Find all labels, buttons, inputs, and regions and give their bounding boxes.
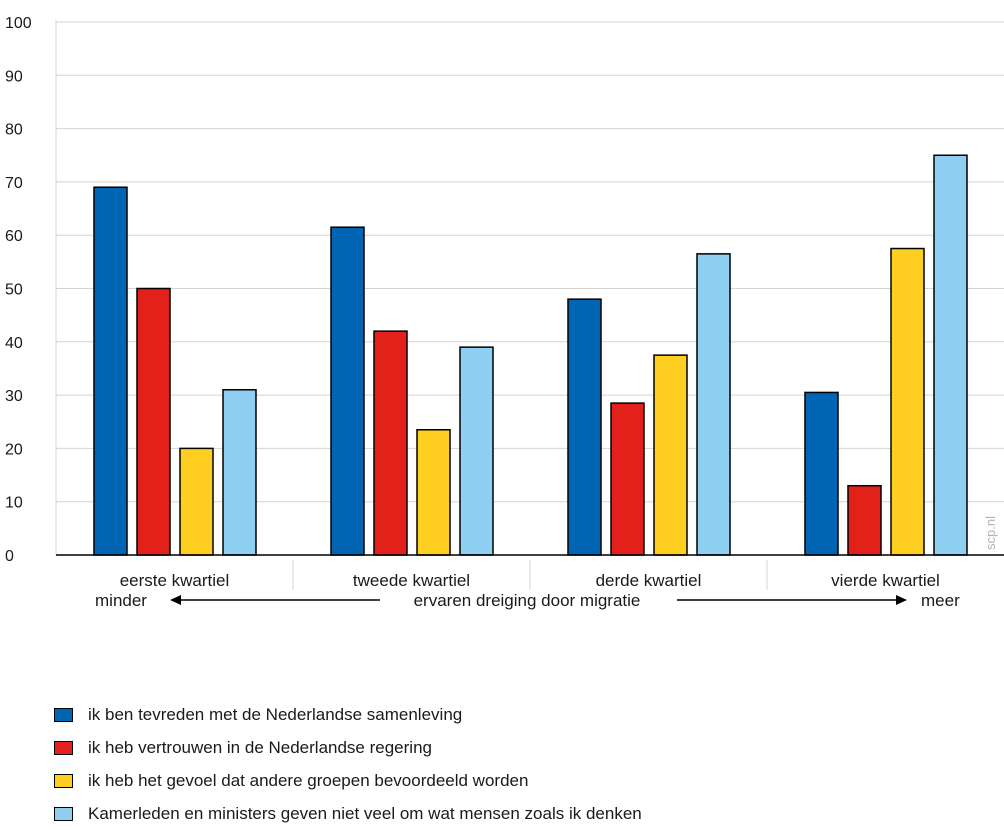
bar bbox=[179, 447, 214, 556]
y-tick-label: 60 bbox=[5, 228, 23, 245]
annotation-center-label: ervaren dreiging door migratie bbox=[414, 591, 641, 610]
legend-swatch bbox=[54, 806, 73, 821]
bar bbox=[373, 330, 408, 556]
annotation-right-label: meer bbox=[921, 591, 960, 610]
x-category-label: eerste kwartiel bbox=[120, 571, 230, 590]
y-axis-ticks: 0 10 20 30 40 50 60 70 80 90 100 bbox=[5, 15, 32, 565]
legend: ik ben tevreden met de Nederlandse samen… bbox=[54, 698, 642, 830]
bar bbox=[567, 298, 602, 556]
y-tick-label: 70 bbox=[5, 175, 23, 192]
arrow-right-head bbox=[896, 595, 907, 605]
y-tick-label: 20 bbox=[5, 441, 23, 458]
x-axis-categories: eerste kwartiel tweede kwartiel derde kwar… bbox=[120, 571, 940, 590]
y-tick-label: 30 bbox=[5, 388, 23, 405]
category-separators bbox=[292, 560, 768, 590]
x-category-label: vierde kwartiel bbox=[831, 571, 940, 590]
x-category-label: tweede kwartiel bbox=[353, 571, 470, 590]
y-tick-label: 90 bbox=[5, 68, 23, 85]
bar bbox=[330, 226, 365, 556]
y-tick-label: 50 bbox=[5, 282, 23, 299]
bars bbox=[93, 154, 968, 556]
annotation-left-label: minder bbox=[95, 591, 147, 610]
watermark: scp.nl bbox=[983, 516, 998, 550]
bar bbox=[222, 389, 257, 556]
legend-label: ik heb het gevoel dat andere groepen bev… bbox=[88, 770, 529, 790]
bar-chart: 0 10 20 30 40 50 60 70 80 90 100 eerste kwartiel tw… bbox=[5, 15, 1004, 610]
legend-label: ik heb vertrouwen in de Nederlandse rege… bbox=[88, 737, 432, 757]
legend-item: Kamerleden en ministers geven niet veel … bbox=[54, 797, 642, 830]
bar bbox=[890, 247, 925, 556]
y-tick-label: 40 bbox=[5, 335, 23, 352]
bar bbox=[804, 391, 839, 556]
bar bbox=[416, 428, 451, 556]
bar bbox=[459, 346, 494, 556]
y-tick-label: 80 bbox=[5, 122, 23, 139]
bar bbox=[933, 154, 968, 556]
legend-swatch bbox=[54, 773, 73, 788]
legend-swatch bbox=[54, 740, 73, 755]
bar bbox=[653, 354, 688, 556]
arrow-left-head bbox=[170, 595, 181, 605]
x-category-label: derde kwartiel bbox=[596, 571, 702, 590]
bar bbox=[610, 402, 645, 556]
legend-label: Kamerleden en ministers geven niet veel … bbox=[88, 803, 642, 823]
gridlines bbox=[55, 20, 1004, 555]
legend-item: ik heb vertrouwen in de Nederlandse rege… bbox=[54, 731, 642, 764]
bar bbox=[696, 253, 731, 556]
y-tick-label: 100 bbox=[5, 15, 32, 32]
legend-item: ik ben tevreden met de Nederlandse samen… bbox=[54, 698, 642, 731]
bar bbox=[136, 287, 171, 556]
legend-label: ik ben tevreden met de Nederlandse samen… bbox=[88, 704, 463, 724]
bar bbox=[93, 186, 128, 556]
bar bbox=[847, 484, 882, 556]
legend-swatch bbox=[54, 707, 73, 722]
legend-item: ik heb het gevoel dat andere groepen bev… bbox=[54, 764, 642, 797]
y-tick-label: 10 bbox=[5, 495, 23, 512]
y-tick-label: 0 bbox=[5, 548, 14, 565]
